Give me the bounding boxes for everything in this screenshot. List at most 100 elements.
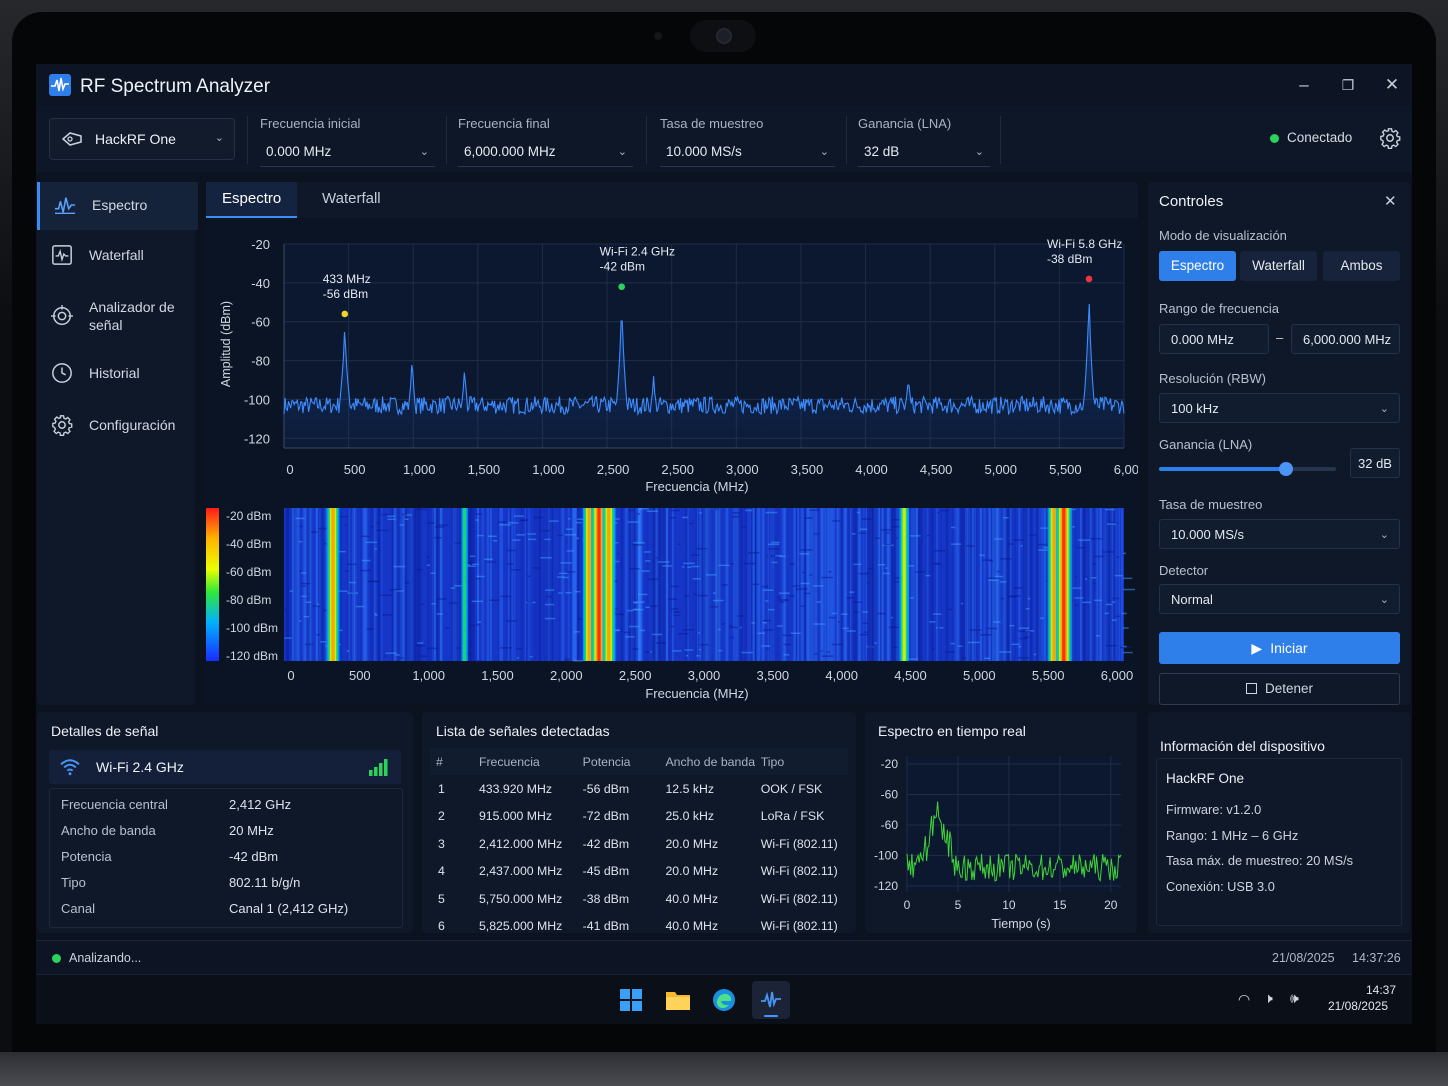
start-frequency-select[interactable]: 0.000 MHz ⌄ [260, 138, 435, 167]
device-max-sample-rate: Tasa máx. de muestreo: 20 MS/s [1166, 853, 1354, 868]
volume-icon[interactable]: 🕨 [1264, 990, 1273, 1006]
gain-select[interactable]: 32 dB ⌄ [858, 138, 990, 167]
windows-start-icon[interactable] [620, 989, 642, 1011]
taskbar-time[interactable]: 14:37 [1366, 983, 1397, 997]
gain-value-input[interactable]: 32 dB [1350, 448, 1400, 478]
peak-label: Wi-Fi 2.4 GHz [600, 245, 675, 259]
file-explorer-icon[interactable] [665, 989, 691, 1011]
detector-select[interactable]: Normal ⌄ [1159, 584, 1400, 614]
peak-marker[interactable] [1085, 275, 1093, 283]
close-icon[interactable]: ✕ [1384, 193, 1397, 210]
edge-browser-icon[interactable] [712, 988, 736, 1012]
column-header[interactable]: Frecuencia [478, 754, 540, 769]
minimize-button[interactable]: – [1299, 75, 1309, 94]
frequency-from-input[interactable]: 0.000 MHz [1159, 324, 1269, 354]
waterfall-x-tick-label: 4,500 [894, 668, 927, 683]
device-select[interactable]: HackRF One ⌄ [49, 118, 235, 160]
view-mode-spectrum-button[interactable]: Espectro [1159, 251, 1236, 281]
sidebar-item-waterfall[interactable]: Waterfall [37, 232, 195, 280]
signal-list-panel: Lista de señales detectadas # Frecuencia P… [422, 712, 856, 933]
waterfall-band [902, 508, 906, 661]
toolbar: HackRF One ⌄ Frecuencia inicial 0.000 MH… [36, 106, 1412, 172]
table-row[interactable]: 1 433.920 MHz -56 dBm 12.5 kHz OOK / FSK [430, 775, 848, 803]
gain-slider-track[interactable] [1159, 462, 1336, 476]
table-row[interactable]: 4 2,437.000 MHz -45 dBm 20.0 MHz Wi-Fi (802.… [430, 858, 848, 886]
selected-signal-header[interactable]: Wi-Fi 2.4 GHz [49, 750, 401, 784]
peak-marker[interactable] [618, 283, 625, 291]
peak-marker[interactable] [341, 310, 349, 318]
sidebar-item-label: Configuración [89, 417, 176, 433]
column-header[interactable]: Ancho de banda [665, 754, 756, 769]
network-icon[interactable]: ◠ [1238, 991, 1251, 1007]
table-cell: 20.0 MHz [665, 836, 719, 851]
gain-slider-handle[interactable] [1279, 462, 1294, 476]
chevron-down-icon: ⌄ [819, 146, 829, 158]
waterfall-band [1062, 508, 1066, 661]
waterfall-icon [52, 245, 72, 265]
sidebar-item-label: Historial [89, 365, 140, 381]
frequency-to-input[interactable]: 6,000.000 MHz [1291, 324, 1400, 354]
waterfall-x-tick-label: 1,000 [412, 668, 445, 683]
waterfall-x-tick-label: 2,500 [619, 668, 652, 683]
table-cell: 25.0 kHz [665, 809, 714, 824]
realtime-y-tick-label: -100 [874, 849, 898, 863]
start-button[interactable]: ▶ Iniciar [1159, 632, 1400, 664]
view-mode-waterfall-button[interactable]: Waterfall [1240, 251, 1317, 281]
close-button[interactable]: ✕ [1384, 75, 1400, 94]
stop-button[interactable]: Detener [1159, 673, 1400, 705]
waterfall-x-tick-label: 0 [287, 668, 294, 683]
gain-slider-fill [1159, 467, 1287, 471]
device-range: Rango: 1 MHz – 6 GHz [1166, 827, 1299, 843]
taskbar-date[interactable]: 21/08/2025 [1327, 999, 1388, 1013]
sidebar-item-signal-analyzer[interactable]: Analizador de señal [37, 287, 195, 347]
table-cell: 12.5 kHz [665, 781, 714, 796]
colorbar-label: -80 dBm [226, 593, 271, 607]
view-mode-both-button[interactable]: Ambos [1323, 251, 1400, 281]
y-tick-label: -100 [244, 392, 270, 407]
taskbar-rf-app[interactable] [752, 981, 790, 1019]
waterfall-x-axis-label: Frecuencia (MHz) [645, 686, 748, 701]
rbw-select[interactable]: 100 kHz ⌄ [1159, 393, 1400, 423]
column-header[interactable]: # [436, 754, 443, 769]
detail-key: Ancho de banda [61, 823, 156, 838]
realtime-y-tick-label: -60 [881, 788, 899, 802]
table-row[interactable]: 5 5,750.000 MHz -38 dBm 40.0 MHz Wi-Fi (802.… [430, 885, 848, 913]
tab-spectrum[interactable]: Espectro [206, 182, 298, 218]
waterfall-x-tick-label: 5,000 [963, 668, 996, 683]
column-header[interactable]: Tipo [760, 754, 785, 769]
maximize-button[interactable]: ❐ [1341, 77, 1355, 93]
table-row[interactable]: 6 5,825.000 MHz -41 dBm 40.0 MHz Wi-Fi (802.… [430, 913, 848, 941]
sample-rate-control-select[interactable]: 10.000 MS/s ⌄ [1159, 519, 1400, 549]
waterfall-band [587, 508, 591, 661]
table-cell: -42 dBm [582, 836, 630, 851]
table-row[interactable]: 2 915.000 MHz -72 dBm 25.0 kHz LoRa / FSK [430, 803, 848, 831]
gear-icon [52, 415, 73, 436]
signal-details-table: Frecuencia central 2,412 GHz Ancho de band… [49, 788, 403, 928]
realtime-x-tick-label: 20 [1104, 898, 1118, 912]
y-tick-label: -80 [251, 354, 270, 369]
sidebar-item-spectrum[interactable]: Espectro [37, 182, 198, 230]
table-row[interactable]: 3 2,412.000 MHz -42 dBm 20.0 MHz Wi-Fi (802.… [430, 830, 848, 858]
speaker-icon[interactable]: 🕪 [1290, 990, 1299, 1006]
realtime-title: Espectro en tiempo real [878, 723, 1026, 739]
x-tick-label: 3,500 [791, 462, 824, 477]
column-header[interactable]: Potencia [582, 754, 631, 769]
sample-rate-group: Tasa de muestreo 10.000 MS/s ⌄ [660, 116, 835, 167]
sample-rate-select[interactable]: 10.000 MS/s ⌄ [660, 138, 835, 167]
realtime-x-tick-label: 10 [1002, 898, 1016, 912]
sidebar-item-settings[interactable]: Configuración [37, 402, 195, 450]
detail-row: Frecuencia central 2,412 GHz [50, 797, 400, 821]
settings-gear-icon[interactable] [1379, 127, 1401, 149]
tab-waterfall[interactable]: Waterfall [322, 190, 381, 207]
gain-control-label: Ganancia (LNA) [1159, 437, 1253, 452]
y-tick-label: -20 [251, 237, 270, 252]
y-axis-label: Amplitud (dBm) [219, 301, 233, 387]
x-tick-label: 4,000 [855, 462, 888, 477]
x-tick-label: 2,500 [597, 462, 630, 477]
stop-frequency-select[interactable]: 6,000.000 MHz ⌄ [458, 138, 633, 167]
table-cell: LoRa / FSK [760, 809, 825, 824]
sidebar-item-history[interactable]: Historial [37, 350, 195, 398]
waterfall-x-tick-label: 3,000 [688, 668, 721, 683]
x-tick-label: 1,000 [403, 462, 436, 477]
realtime-chart: -20 -60 -60 -100 -120 0 5 10 15 20 Tiempo (s) [874, 756, 1122, 931]
